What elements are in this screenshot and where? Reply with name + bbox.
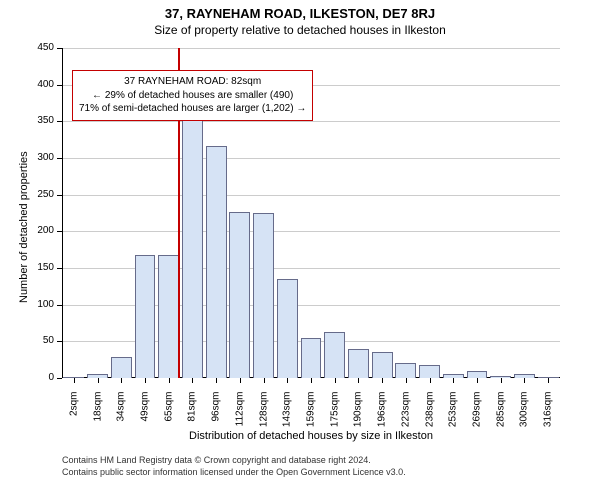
histogram-bar [324,332,345,378]
x-tick-mark [169,378,170,383]
x-tick-mark [216,378,217,383]
y-tick-label: 50 [22,335,54,346]
x-tick-mark [406,378,407,383]
histogram-bar [467,371,488,378]
histogram-bar [206,146,227,378]
histogram-bar [277,279,298,378]
x-tick-mark [453,378,454,383]
x-tick-mark [98,378,99,383]
x-tick-mark [430,378,431,383]
y-axis-line [62,48,63,378]
gridline [62,231,560,232]
gridline [62,121,560,122]
footer-line-1: Contains HM Land Registry data © Crown c… [62,454,406,466]
y-tick-label: 350 [22,115,54,126]
histogram-bar [111,357,132,378]
callout-line2: ← 29% of detached houses are smaller (49… [79,89,306,103]
x-tick-mark [192,378,193,383]
x-tick-mark [240,378,241,383]
histogram-bar [182,107,203,378]
x-tick-mark [264,378,265,383]
y-tick-label: 450 [22,42,54,53]
histogram-bar [348,349,369,378]
histogram-bar [372,352,393,378]
histogram-bar [158,255,179,378]
callout-line3: 71% of semi-detached houses are larger (… [79,102,306,116]
histogram-bar [229,212,250,378]
x-tick-mark [121,378,122,383]
x-tick-mark [335,378,336,383]
x-tick-mark [548,378,549,383]
histogram-bar [135,255,156,378]
x-tick-mark [287,378,288,383]
y-tick-mark [57,378,62,379]
y-tick-label: 400 [22,79,54,90]
x-tick-mark [74,378,75,383]
x-tick-mark [382,378,383,383]
gridline [62,48,560,49]
x-tick-mark [358,378,359,383]
footer-attribution: Contains HM Land Registry data © Crown c… [62,454,406,478]
x-tick-mark [501,378,502,383]
x-axis-label: Distribution of detached houses by size … [62,430,560,442]
x-tick-mark [145,378,146,383]
gridline [62,158,560,159]
callout-line1: 37 RAYNEHAM ROAD: 82sqm [79,75,306,89]
histogram-bar [253,213,274,378]
x-tick-mark [311,378,312,383]
histogram-bar [301,338,322,378]
y-tick-label: 0 [22,372,54,383]
page-subtitle: Size of property relative to detached ho… [0,21,600,37]
gridline [62,195,560,196]
chart-container: 37, RAYNEHAM ROAD, ILKESTON, DE7 8RJ Siz… [0,0,600,500]
page-title: 37, RAYNEHAM ROAD, ILKESTON, DE7 8RJ [0,0,600,21]
histogram-bar [419,365,440,378]
footer-line-2: Contains public sector information licen… [62,466,406,478]
plot-area: 0501001502002503003504004502sqm18sqm34sq… [62,48,560,378]
callout-box: 37 RAYNEHAM ROAD: 82sqm← 29% of detached… [72,70,313,121]
x-tick-mark [477,378,478,383]
y-axis-label: Number of detached properties [18,151,30,303]
histogram-bar [395,363,416,378]
x-tick-mark [524,378,525,383]
